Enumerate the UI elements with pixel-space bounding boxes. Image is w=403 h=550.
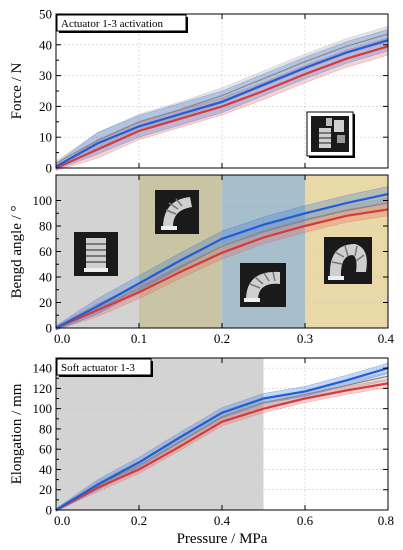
elongation-panel: 0 20 40 60 80 100 120 140 0.0 0.2 0.4 0.6 0.8 Soft a… bbox=[9, 357, 394, 547]
bend-xtick-label-4: 0.4 bbox=[378, 331, 395, 346]
bend-ytick-label-4: 80 bbox=[39, 219, 52, 234]
bend-ylabel: Bengd angle / ° bbox=[9, 205, 25, 298]
bend-ytick-label-0: 0 bbox=[46, 321, 53, 336]
elongation-xtick-label-0: 0.0 bbox=[54, 513, 70, 528]
bend-xtick-label-0: 0.0 bbox=[54, 331, 70, 346]
elongation-ytick-label-5: 100 bbox=[33, 401, 53, 416]
force-ytick-label-4: 40 bbox=[39, 37, 52, 52]
elongation-xtick-label-3: 0.6 bbox=[297, 513, 314, 528]
force-ytick-label-0: 0 bbox=[46, 161, 53, 176]
elongation-ytick-label-6: 120 bbox=[33, 381, 53, 396]
force-ytick-label-3: 30 bbox=[39, 68, 52, 83]
force-annotation-text: Actuator 1-3 activation bbox=[61, 18, 164, 30]
elongation-xtick-label-2: 0.4 bbox=[214, 513, 231, 528]
force-red-line bbox=[55, 45, 389, 170]
bent-actuator-photo bbox=[240, 263, 286, 307]
elongation-red-line bbox=[55, 382, 389, 511]
force-ytick-label-1: 10 bbox=[39, 130, 52, 145]
force-ytick-label-2: 20 bbox=[39, 99, 52, 114]
bend-blue-line bbox=[55, 193, 389, 329]
force-panel: 0 10 20 30 40 50 Actuator 1-3 activation Forc… bbox=[9, 7, 389, 176]
elongation-gray-line bbox=[55, 375, 389, 511]
elongation-ylabel: Elongation / mm bbox=[9, 383, 25, 484]
actuator-photo bbox=[306, 111, 355, 158]
force-annotation-box: Actuator 1-3 activation bbox=[56, 14, 188, 33]
force-gray-line bbox=[55, 33, 389, 164]
bend-ytick-label-1: 20 bbox=[39, 295, 52, 310]
bend-ytick-label-3: 60 bbox=[39, 244, 52, 259]
bend-gray-line bbox=[55, 202, 389, 329]
elongation-ytick-label-4: 80 bbox=[39, 421, 52, 436]
elongation-annotation-box: Soft actuator 1-3 bbox=[56, 358, 153, 377]
bend-angle-panel: 0 20 40 60 80 100 0.0 0.1 0.2 0.3 0.4 Bengd angle … bbox=[9, 174, 395, 346]
force-ylabel: Force / N bbox=[9, 63, 25, 120]
elongation-ytick-label-1: 20 bbox=[39, 482, 52, 497]
elongation-xtick-label-4: 0.8 bbox=[378, 513, 394, 528]
elongation-ytick-label-2: 40 bbox=[39, 462, 52, 477]
bend-red-line bbox=[55, 208, 389, 330]
elongation-annotation-text: Soft actuator 1-3 bbox=[61, 362, 135, 374]
slightly-bent-actuator-photo bbox=[155, 190, 199, 234]
elongation-ytick-label-7: 140 bbox=[33, 361, 53, 376]
bend-ytick-label-5: 100 bbox=[33, 193, 53, 208]
elongation-xlabel: Pressure / MPa bbox=[177, 531, 268, 547]
elongation-ytick-label-0: 0 bbox=[46, 503, 53, 518]
straight-actuator-photo bbox=[74, 232, 118, 276]
bend-ytick-label-2: 40 bbox=[39, 270, 52, 285]
bend-xtick-label-3: 0.3 bbox=[297, 331, 313, 346]
elongation-ytick-label-3: 60 bbox=[39, 442, 52, 457]
fully-bent-actuator-photo bbox=[324, 237, 372, 284]
elongation-blue-line bbox=[55, 367, 389, 511]
elongation-xtick-label-1: 0.2 bbox=[131, 513, 147, 528]
bend-xtick-label-1: 0.1 bbox=[131, 331, 147, 346]
force-ytick-label-5: 50 bbox=[39, 7, 52, 22]
bend-xtick-label-2: 0.2 bbox=[214, 331, 230, 346]
force-blue-line bbox=[55, 39, 389, 168]
